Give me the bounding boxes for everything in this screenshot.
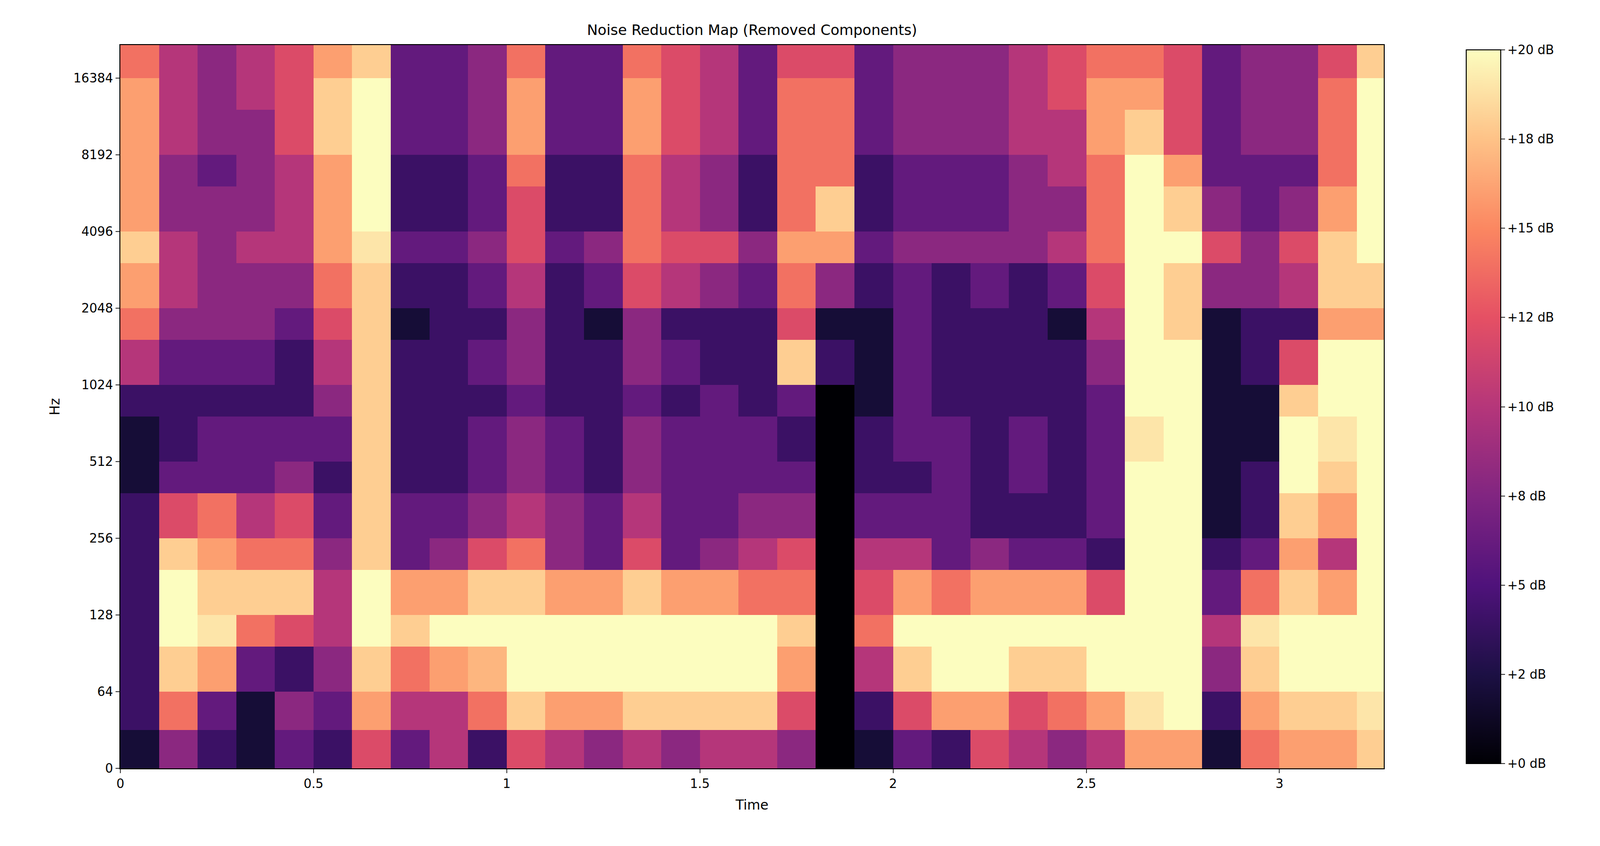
svg-text:+5 dB: +5 dB [1507, 578, 1547, 593]
svg-text:1.5: 1.5 [689, 776, 710, 792]
svg-text:2048: 2048 [81, 301, 114, 316]
svg-text:256: 256 [89, 531, 114, 546]
svg-text:+10 dB: +10 dB [1507, 399, 1554, 415]
svg-text:128: 128 [89, 607, 114, 623]
svg-text:+20 dB: +20 dB [1507, 42, 1554, 58]
svg-text:64: 64 [97, 684, 114, 700]
svg-text:3: 3 [1275, 776, 1284, 792]
svg-text:2.5: 2.5 [1076, 776, 1097, 792]
svg-text:+15 dB: +15 dB [1507, 221, 1554, 236]
svg-text:2: 2 [888, 776, 898, 792]
svg-text:+18 dB: +18 dB [1507, 131, 1554, 147]
svg-text:Noise Reduction Map (Removed C: Noise Reduction Map (Removed Components) [586, 21, 918, 39]
svg-text:Time: Time [735, 797, 769, 814]
svg-text:+2 dB: +2 dB [1507, 667, 1547, 682]
svg-text:16384: 16384 [73, 70, 114, 86]
svg-text:+8 dB: +8 dB [1507, 489, 1547, 504]
svg-text:0: 0 [116, 776, 125, 792]
svg-text:0.5: 0.5 [303, 776, 324, 792]
svg-text:0: 0 [105, 761, 114, 776]
svg-text:512: 512 [89, 454, 114, 469]
svg-text:1024: 1024 [81, 377, 114, 393]
svg-text:Hz: Hz [46, 398, 63, 416]
svg-text:+12 dB: +12 dB [1507, 310, 1554, 325]
svg-text:8192: 8192 [81, 147, 114, 163]
svg-text:4096: 4096 [81, 224, 114, 239]
svg-text:+0 dB: +0 dB [1507, 756, 1547, 771]
svg-text:1: 1 [502, 776, 512, 792]
